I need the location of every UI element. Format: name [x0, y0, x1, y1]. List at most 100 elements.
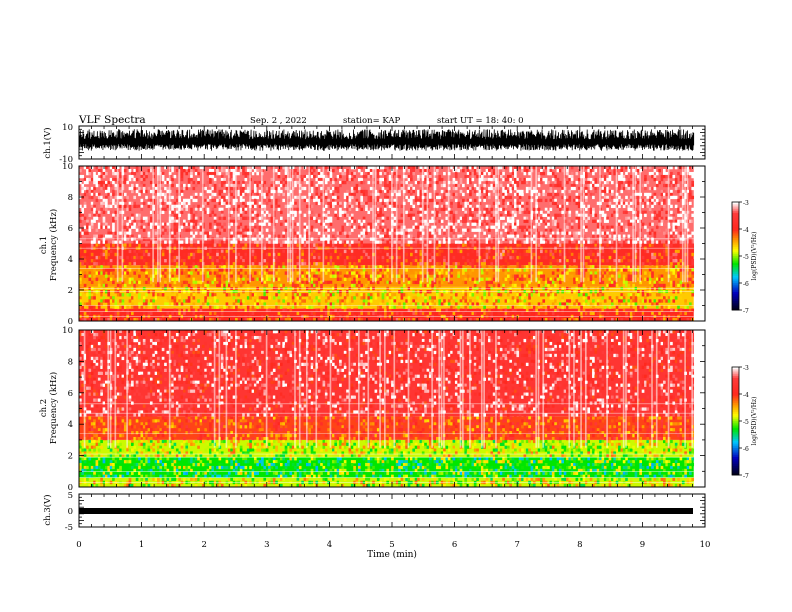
- spectrogram-cell: [518, 192, 522, 197]
- spectrogram-cell: [577, 280, 581, 285]
- spectrogram-cell: [216, 283, 219, 288]
- spectrogram-cell: [558, 213, 562, 217]
- spectrogram-cell: [388, 296, 392, 300]
- spectrogram-cell: [263, 271, 267, 275]
- spectrogram-cell: [244, 210, 248, 214]
- spectrogram-cell: [218, 201, 222, 206]
- spectrogram-cell: [447, 308, 451, 312]
- spectrogram-cell: [175, 168, 179, 173]
- spectrogram-cell: [488, 166, 491, 170]
- spectrogram-cell: [147, 204, 151, 209]
- spectrogram-cell: [516, 192, 520, 197]
- spectrogram-cell: [518, 189, 522, 194]
- spectrogram-cell: [445, 225, 449, 229]
- spectrogram-cell: [197, 271, 200, 275]
- spectrogram-cell: [462, 255, 465, 260]
- spectrogram-cell: [256, 171, 259, 176]
- spectrogram-cell: [523, 293, 527, 297]
- spectrogram-cell: [469, 271, 472, 275]
- spectrogram-cell: [431, 305, 434, 309]
- spectrogram-cell: [206, 280, 210, 285]
- spectrogram-cell: [331, 249, 335, 254]
- spectrogram-cell: [133, 237, 137, 241]
- sferic-streak: [235, 166, 237, 283]
- spectrogram-cell: [275, 219, 278, 223]
- spectrogram-cell: [173, 280, 177, 285]
- spectrogram-cell: [509, 255, 512, 260]
- spectrogram-cell: [450, 222, 453, 226]
- spectrogram-cell: [483, 259, 486, 263]
- spectrogram-cell: [93, 213, 96, 217]
- spectrogram-cell: [147, 252, 151, 257]
- spectrogram-cell: [239, 189, 243, 194]
- spectrogram-cell: [514, 174, 517, 179]
- spectrogram-cell: [239, 222, 243, 226]
- spectrogram-cell: [551, 302, 555, 306]
- spectrogram-cell: [561, 210, 564, 214]
- spectrogram-cell: [166, 302, 170, 306]
- spectrogram-cell: [518, 262, 522, 266]
- spectrogram-cell: [220, 210, 224, 214]
- spectrogram-cell: [346, 195, 349, 200]
- spectrogram-cell: [161, 192, 165, 197]
- spectrogram-cell: [438, 299, 442, 303]
- spectrogram-cell: [410, 168, 413, 173]
- spectrogram-cell: [149, 240, 153, 244]
- spectrogram-cell: [521, 192, 524, 197]
- spectrogram-cell: [204, 186, 207, 191]
- spectrogram-cell: [256, 168, 259, 173]
- spectrogram-cell: [185, 237, 189, 241]
- spectrogram-cell: [102, 271, 106, 275]
- spectrogram-cell: [190, 240, 193, 244]
- spectrogram-cell: [140, 177, 144, 182]
- spectrogram-cell: [492, 171, 496, 176]
- spectrogram-cell: [102, 216, 106, 220]
- spectrogram-cell: [251, 213, 255, 217]
- spectrogram-cell: [211, 259, 215, 263]
- spectrogram-cell: [570, 166, 574, 170]
- spectrogram-cell: [313, 198, 316, 203]
- spectrogram-cell: [213, 192, 217, 197]
- spectrogram-cell: [97, 305, 101, 309]
- spectrogram-cell: [528, 171, 531, 176]
- spectrogram-cell: [282, 166, 285, 170]
- spectrogram-cell: [384, 249, 387, 254]
- spectrogram-cell: [542, 219, 546, 223]
- spectrogram-cell: [315, 219, 319, 223]
- spectrogram-cell: [185, 171, 189, 176]
- spectrogram-cell: [525, 308, 529, 312]
- spectrogram-cell: [268, 274, 271, 278]
- spectrogram-cell: [469, 201, 472, 206]
- spectrogram-cell: [388, 166, 392, 170]
- spectrogram-cell: [301, 252, 304, 257]
- spectrogram-cell: [393, 186, 397, 191]
- spectrogram-cell: [459, 237, 463, 241]
- spectrogram-cell: [516, 293, 520, 297]
- spectrogram-cell: [157, 280, 160, 285]
- spectrogram-cell: [235, 305, 238, 309]
- spectrogram-cell: [339, 180, 342, 185]
- spectrogram-cell: [554, 192, 557, 197]
- spectrogram-cell: [244, 204, 248, 209]
- spectrogram-cell: [580, 283, 583, 288]
- spectrogram-cell: [327, 171, 330, 176]
- spectrogram-cell: [131, 171, 134, 176]
- spectrogram-cell: [357, 234, 361, 238]
- spectrogram-cell: [518, 243, 522, 247]
- spectrogram-cell: [511, 210, 515, 214]
- spectrogram-cell: [268, 308, 271, 312]
- spectrogram-cell: [315, 296, 319, 300]
- spectrogram-cell: [310, 210, 314, 214]
- spectrogram-cell: [317, 237, 321, 241]
- spectrogram-cell: [407, 198, 411, 203]
- spectrogram-cell: [310, 166, 314, 170]
- spectrogram-cell: [223, 228, 226, 232]
- spectrogram-cell: [324, 204, 328, 209]
- spectrogram-cell: [161, 177, 165, 182]
- spectrogram-cell: [114, 240, 118, 244]
- spectrogram-cell: [417, 302, 420, 306]
- spectrogram-cell: [400, 228, 404, 232]
- spectrogram-cell: [388, 180, 392, 185]
- spectrogram-cell: [457, 265, 460, 269]
- spectrogram-cell: [509, 180, 512, 185]
